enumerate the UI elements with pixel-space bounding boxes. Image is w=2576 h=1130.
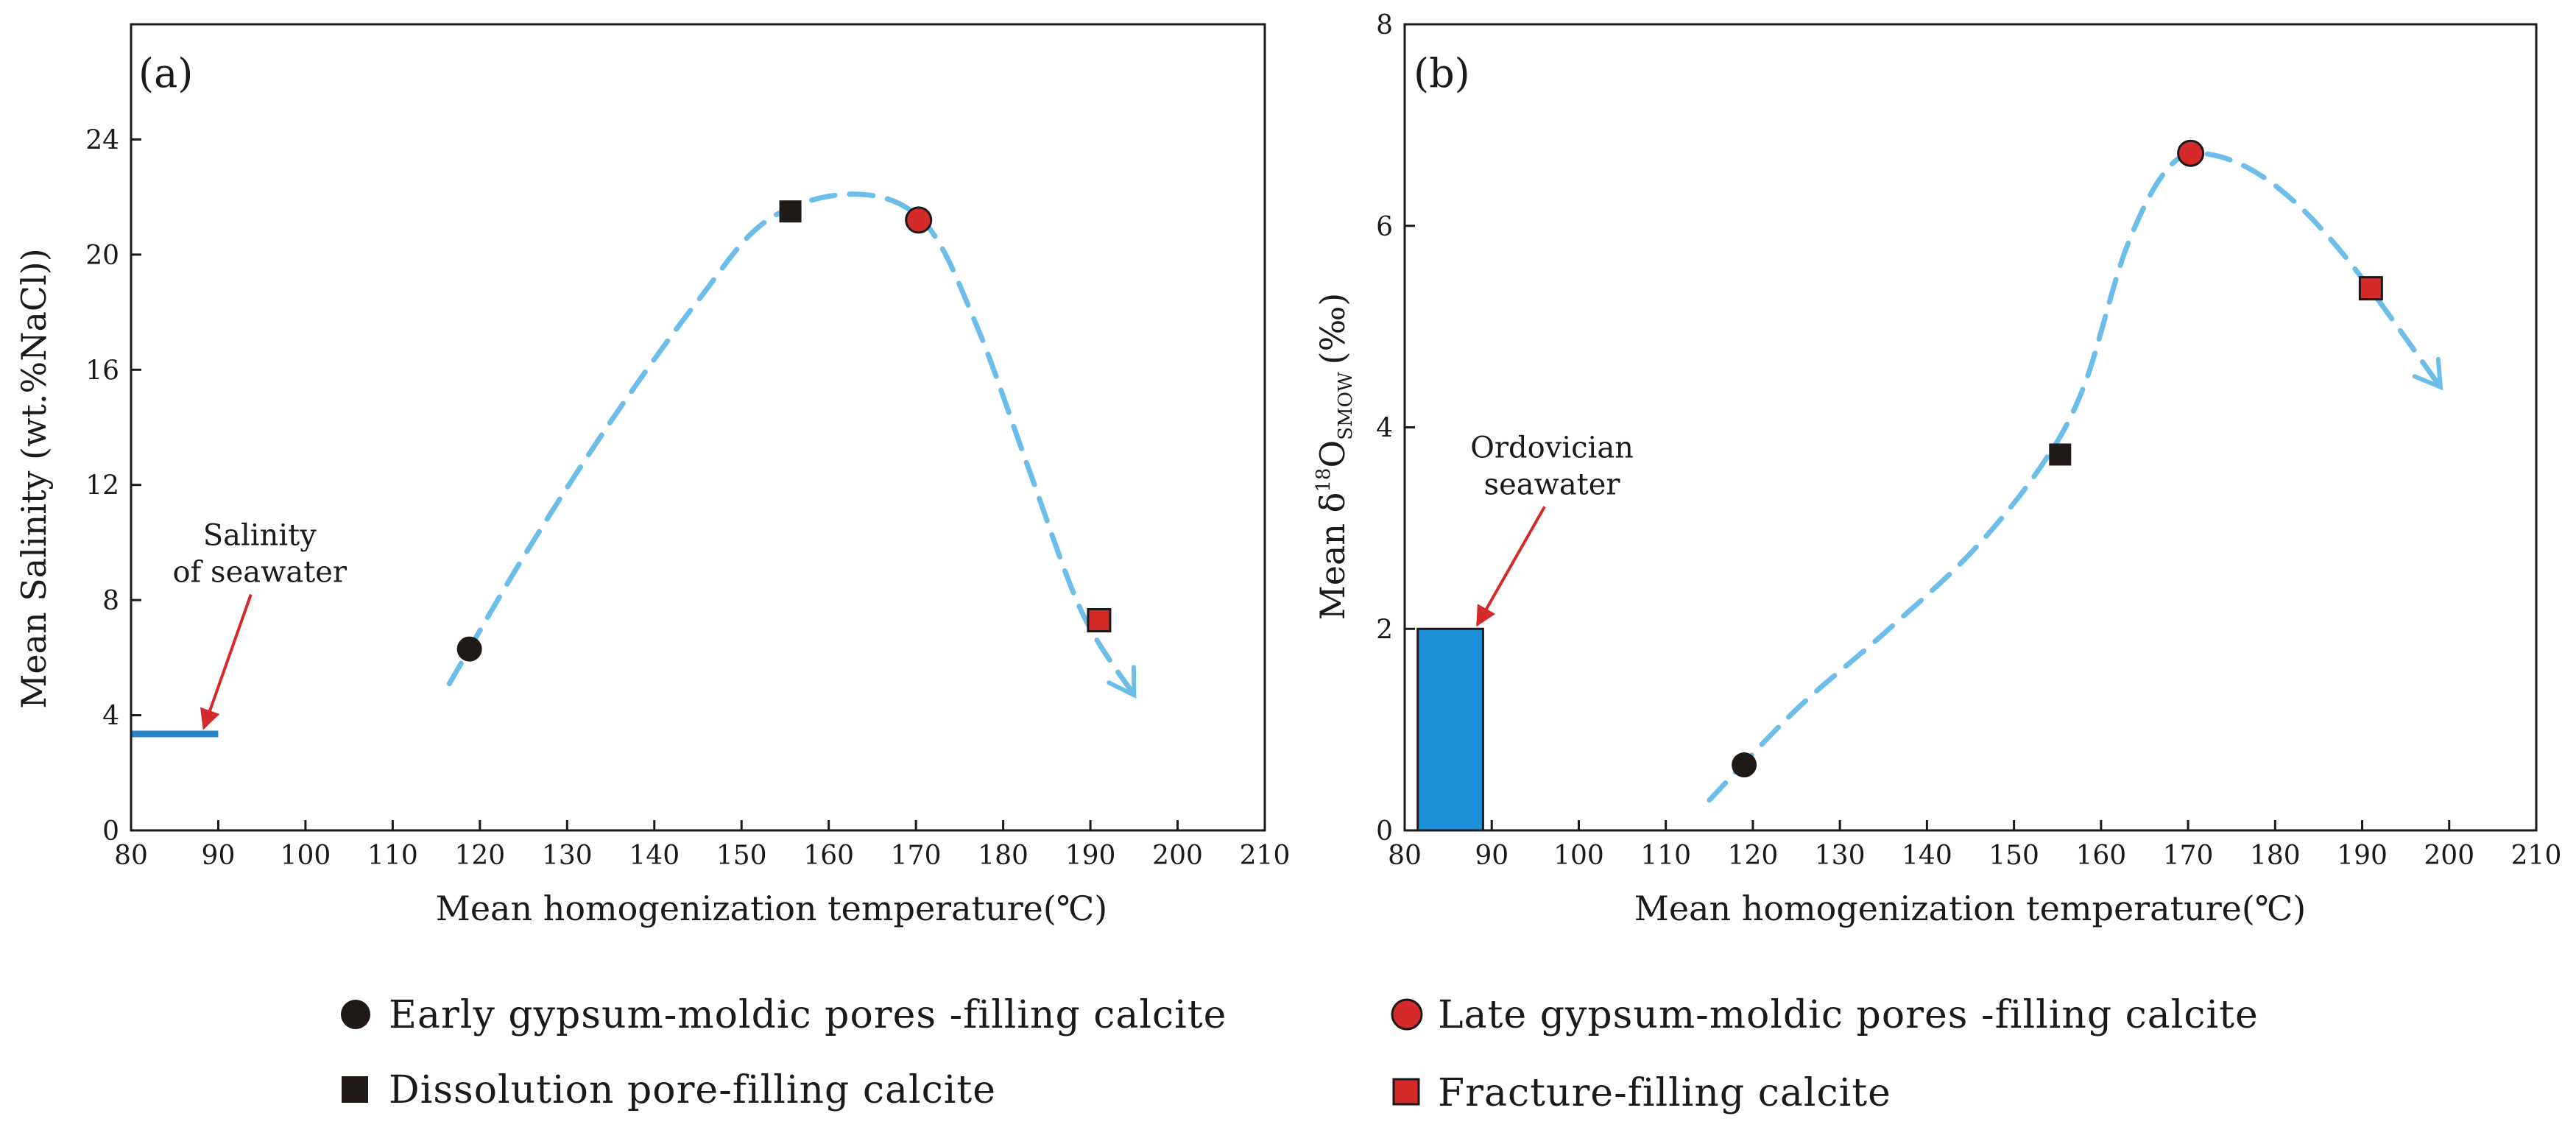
ordovician-seawater-bar [1416, 627, 1484, 832]
legend-marker-early [341, 1000, 370, 1029]
annotation-line2-a: of seawater [172, 556, 347, 590]
annotation-arrow-a [200, 593, 253, 730]
x-tick-label-b: 180 [2250, 841, 2301, 871]
x-tick-label-b: 80 [1388, 841, 1422, 871]
y-label-b-unit: (‰) [1313, 293, 1352, 365]
legend: Early gypsum-moldic pores -filling calci… [341, 993, 2259, 1115]
x-tick-label-b: 110 [1640, 841, 1691, 871]
point-fracture-filling-a [1087, 608, 1112, 633]
x-tick-label-b: 170 [2163, 841, 2214, 871]
x-axis-label-a: Mean homogenization temperature(℃) [436, 889, 1108, 928]
y-tick-label-b: 6 [1376, 212, 1393, 242]
x-tick-label-a: 130 [542, 841, 593, 871]
x-tick-label-b: 90 [1475, 841, 1508, 871]
legend-marker-fracture [1392, 1078, 1420, 1106]
point-early-a [456, 636, 482, 662]
legend-label-dissolution: Dissolution pore-filling calcite [389, 1068, 996, 1112]
x-tick-label-a: 210 [1240, 841, 1291, 871]
panel-label-a: (a) [138, 50, 193, 96]
y-tick-label-b: 4 [1376, 414, 1393, 444]
y-tick-label-b: 0 [1376, 816, 1393, 847]
legend-marker-dissolution [342, 1076, 368, 1103]
plot-frame-b [1403, 23, 2538, 832]
x-tick-label-b: 190 [2337, 841, 2388, 871]
annotation-arrow-b [1475, 506, 1546, 627]
point-late-b [2177, 139, 2205, 167]
point-fracture-filling-b [2358, 276, 2383, 301]
trend-curve-b [1707, 150, 2443, 803]
y-label-b-sup: 18 [1313, 468, 1335, 492]
trend-arrowhead-b [2412, 356, 2443, 391]
x-tick-label-a: 180 [978, 841, 1028, 871]
panel-label-b: (b) [1414, 50, 1470, 96]
annotation-line2-b: seawater [1484, 467, 1621, 501]
x-tick-label-a: 200 [1152, 841, 1203, 871]
chart-panel-a: 80 90 100 110 120 130 140 150 160 170 180 190 200 210… [14, 23, 1291, 928]
x-tick-label-b: 200 [2424, 841, 2474, 871]
y-tick-label-b: 2 [1376, 615, 1393, 645]
annotation-line1-b: Ordovician [1470, 431, 1634, 465]
x-tick-label-a: 120 [454, 841, 505, 871]
y-tick-label-a: 12 [85, 471, 119, 501]
y-axis-label-b: Mean δ18OSMOW (‰) [1313, 293, 1357, 621]
x-tick-label-b: 120 [1728, 841, 1779, 871]
trend-arrowhead-a [1107, 665, 1137, 699]
x-tick-label-a: 160 [803, 841, 854, 871]
x-tick-label-b: 130 [1815, 841, 1866, 871]
x-tick-label-b: 140 [1902, 841, 1952, 871]
legend-label-early: Early gypsum-moldic pores -filling calci… [389, 993, 1227, 1037]
legend-label-fracture: Fracture-filling calcite [1438, 1071, 1891, 1115]
x-tick-label-a: 90 [202, 841, 236, 871]
point-dissolution-b [2049, 443, 2072, 466]
point-late-a [905, 206, 933, 234]
y-label-b-main: Mean δ [1313, 492, 1352, 621]
y-tick-label-a: 4 [102, 702, 119, 732]
x-tick-label-a: 80 [114, 841, 148, 871]
x-tick-label-a: 100 [280, 841, 331, 871]
x-tick-label-a: 190 [1065, 841, 1116, 871]
plot-frame-a [130, 23, 1266, 832]
legend-marker-late [1391, 998, 1423, 1031]
y-label-b-o: O [1313, 440, 1352, 468]
x-tick-label-b: 100 [1553, 841, 1604, 871]
chart-panel-b: 80 90 100 110 120 130 140 150 160 170 180 190 200 210… [1313, 10, 2561, 928]
point-early-b [1732, 752, 1757, 778]
x-tick-label-b: 210 [2511, 841, 2562, 871]
y-tick-label-a: 20 [85, 241, 119, 271]
legend-label-late: Late gypsum-moldic pores -filling calcit… [1438, 993, 2259, 1037]
x-tick-label-b: 150 [1989, 841, 2039, 871]
x-tick-label-a: 140 [629, 841, 680, 871]
y-tick-label-a: 24 [85, 125, 119, 155]
trend-curve-a [446, 191, 1137, 698]
y-axis-label-a: Mean Salinity (wt.%NaCl)) [14, 248, 54, 708]
y-tick-label-a: 16 [85, 356, 119, 386]
x-tick-label-a: 170 [891, 841, 942, 871]
x-tick-label-a: 150 [716, 841, 767, 871]
annotation-line1-a: Salinity [203, 519, 317, 553]
x-tick-label-a: 110 [367, 841, 418, 871]
y-tick-label-a: 8 [102, 586, 119, 616]
y-label-b-sub: SMOW [1335, 372, 1357, 440]
point-dissolution-a [779, 200, 802, 223]
x-tick-label-b: 160 [2075, 841, 2126, 871]
x-axis-label-b: Mean homogenization temperature(℃) [1634, 889, 2307, 928]
y-tick-label-a: 0 [102, 816, 119, 847]
y-tick-label-b: 8 [1376, 10, 1393, 40]
